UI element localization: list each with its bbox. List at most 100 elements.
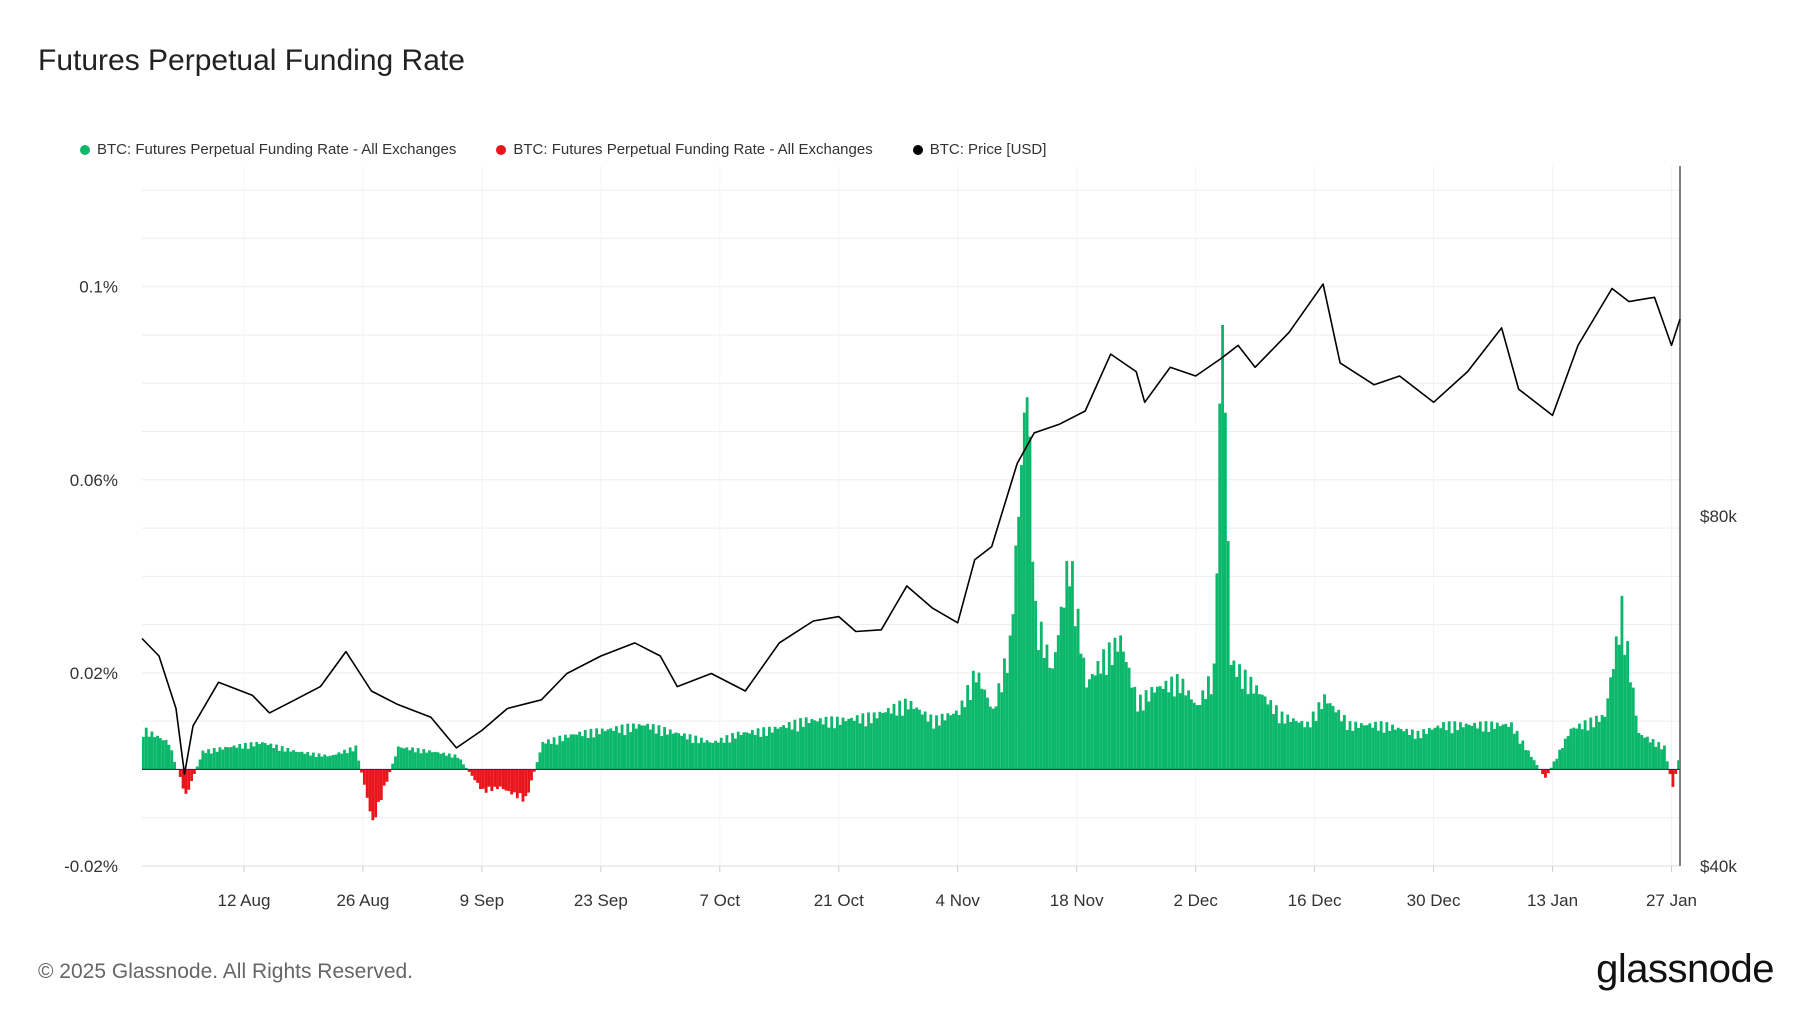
funding-bar-positive xyxy=(1201,690,1205,770)
funding-bar-positive xyxy=(566,737,570,770)
funding-bar-positive xyxy=(1524,750,1528,770)
funding-bar-positive xyxy=(419,753,423,770)
funding-bar-positive xyxy=(1614,636,1618,770)
funding-bar-positive xyxy=(824,716,828,770)
funding-bar-positive xyxy=(1119,635,1123,770)
funding-bar-positive xyxy=(1110,665,1114,770)
funding-bar-positive xyxy=(170,750,174,770)
funding-bar-positive xyxy=(835,716,839,770)
funding-bar-positive xyxy=(1634,715,1638,770)
funding-bar-positive xyxy=(1507,726,1511,770)
funding-bar-positive xyxy=(1646,736,1649,770)
funding-bar-positive xyxy=(153,737,157,770)
funding-bar-positive xyxy=(994,706,998,770)
legend-item-funding-negative[interactable]: BTC: Futures Perpetual Funding Rate - Al… xyxy=(496,141,873,158)
funding-bar-positive xyxy=(164,739,168,770)
funding-bar-positive xyxy=(830,716,834,770)
funding-bar-positive xyxy=(1130,687,1134,770)
funding-bar-positive xyxy=(1252,693,1256,770)
funding-bar-positive xyxy=(1164,680,1168,770)
funding-bar-positive xyxy=(1068,586,1072,770)
funding-bar-positive xyxy=(1059,606,1063,770)
funding-bar-positive xyxy=(1062,607,1066,770)
funding-bar-positive xyxy=(807,723,811,770)
funding-bar-positive xyxy=(357,760,361,770)
funding-bar-negative xyxy=(382,769,386,786)
funding-bar-positive xyxy=(799,718,802,770)
funding-bar-positive xyxy=(1192,702,1196,770)
funding-bar-positive xyxy=(674,732,678,770)
glassnode-logo: glassnode xyxy=(1596,947,1774,991)
funding-bar-positive xyxy=(391,763,395,770)
funding-bar-positive xyxy=(1374,721,1377,770)
funding-bar-positive xyxy=(1368,723,1372,770)
funding-bar-positive xyxy=(439,753,443,770)
funding-bar-positive xyxy=(1354,721,1358,770)
funding-bar-positive xyxy=(969,700,972,770)
funding-bar-positive xyxy=(1187,690,1190,770)
funding-bar-positive xyxy=(294,751,298,770)
funding-bar-positive xyxy=(1648,742,1652,770)
funding-bar-negative xyxy=(501,769,505,790)
funding-bar-positive xyxy=(1498,726,1502,770)
funding-bar-positive xyxy=(906,709,910,770)
legend-item-funding-positive[interactable]: BTC: Futures Perpetual Funding Rate - Al… xyxy=(80,141,456,158)
funding-bar-positive xyxy=(1133,686,1137,770)
funding-bar-positive xyxy=(1388,730,1392,770)
funding-bar-positive xyxy=(850,717,853,770)
funding-bar-positive xyxy=(1371,727,1375,770)
funding-bar-positive xyxy=(960,700,964,770)
funding-bar-positive xyxy=(1286,714,1290,770)
funding-bar-positive xyxy=(940,713,944,770)
funding-bar-positive xyxy=(1003,658,1006,770)
funding-bar-positive xyxy=(872,712,876,770)
funding-bar-positive xyxy=(1331,705,1335,770)
funding-bar-positive xyxy=(1306,721,1309,770)
funding-bar-negative xyxy=(181,769,185,789)
funding-bar-positive xyxy=(1439,728,1443,770)
funding-bar-positive xyxy=(1150,687,1154,770)
funding-bar-positive xyxy=(1088,679,1091,770)
funding-bar-positive xyxy=(651,724,655,770)
funding-bar-positive xyxy=(1461,727,1465,770)
funding-bar-positive xyxy=(736,731,740,770)
funding-bar-positive xyxy=(1612,668,1615,770)
funding-bar-positive xyxy=(1195,705,1199,770)
funding-bar-positive xyxy=(1283,723,1287,770)
funding-bar-negative xyxy=(360,769,363,773)
funding-bar-positive xyxy=(1583,720,1587,770)
funding-bar-positive xyxy=(241,748,244,770)
x-tick-label: 23 Sep xyxy=(574,891,628,910)
legend-dot-red xyxy=(496,144,507,155)
funding-bar-positive xyxy=(671,733,675,770)
funding-bar-positive xyxy=(918,709,921,770)
funding-bar-positive xyxy=(303,753,307,770)
funding-bar-positive xyxy=(343,749,346,770)
funding-bar-positive xyxy=(923,711,927,770)
funding-bar-positive xyxy=(623,735,627,770)
funding-bar-positive xyxy=(535,762,539,770)
funding-bar-positive xyxy=(731,733,734,770)
funding-bar-negative xyxy=(484,769,488,793)
funding-bar-positive xyxy=(640,725,644,770)
funding-bar-negative xyxy=(530,769,533,781)
funding-bar-positive xyxy=(847,718,851,770)
legend-item-price[interactable]: BTC: Price [USD] xyxy=(912,141,1046,158)
funding-bar-positive xyxy=(841,717,845,770)
funding-bar-positive xyxy=(1623,654,1627,770)
funding-bar-positive xyxy=(1563,738,1567,770)
funding-bar-negative xyxy=(487,769,491,787)
funding-bar-positive xyxy=(272,747,276,770)
funding-bar-positive xyxy=(1450,733,1454,770)
funding-bar-positive xyxy=(1272,714,1275,770)
funding-bar-positive xyxy=(408,750,412,770)
funding-bar-positive xyxy=(677,733,681,770)
funding-bar-positive xyxy=(903,698,907,770)
funding-bar-positive xyxy=(207,749,210,770)
funding-bar-positive xyxy=(215,751,219,770)
funding-bar-negative xyxy=(190,769,193,781)
funding-bar-positive xyxy=(198,759,202,770)
funding-bar-positive xyxy=(1141,710,1145,770)
funding-bar-positive xyxy=(762,727,766,770)
